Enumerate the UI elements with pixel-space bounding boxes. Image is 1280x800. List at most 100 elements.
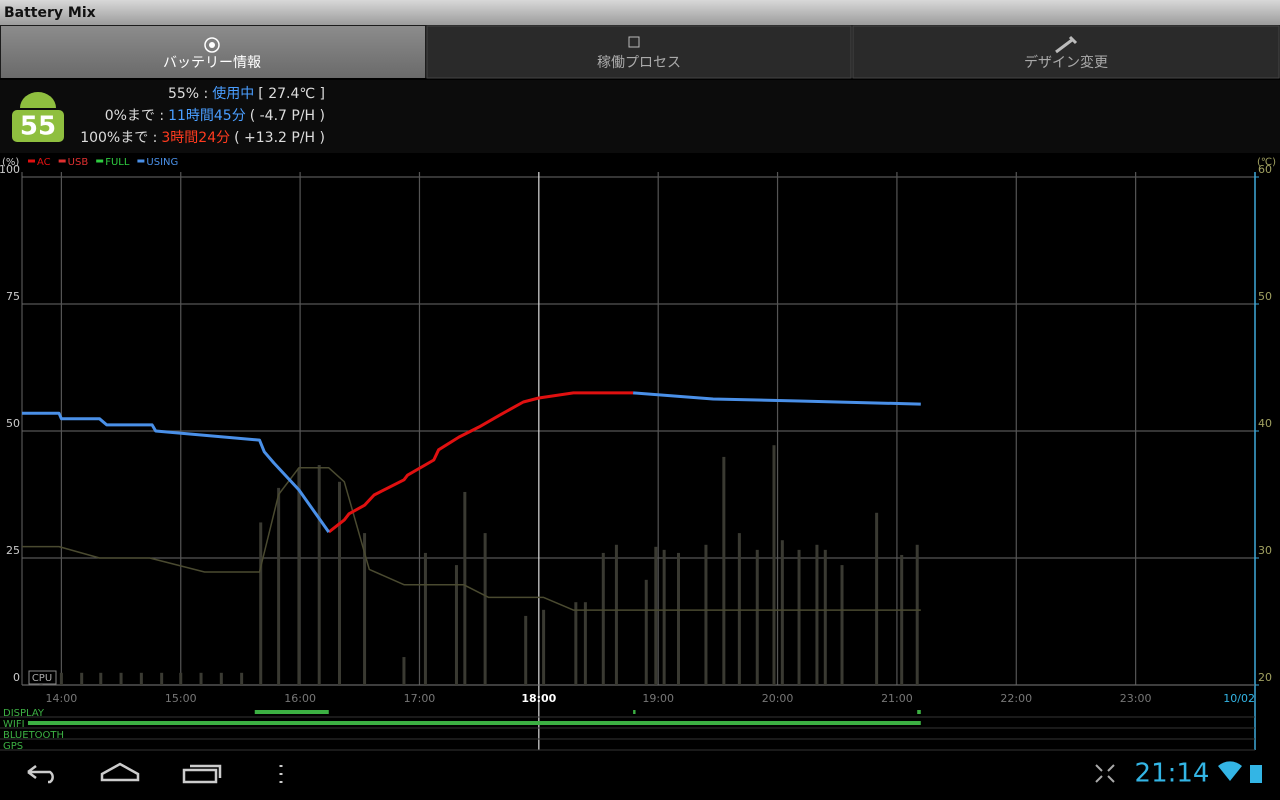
tab-label: バッテリー情報 xyxy=(163,55,261,71)
activity-label: DISPLAY xyxy=(3,708,45,719)
temperature-line xyxy=(22,467,921,611)
legend-label: USING xyxy=(146,157,178,168)
legend-label: AC xyxy=(37,157,51,168)
status-value: 11時間45分 xyxy=(168,108,246,124)
cpu-bar xyxy=(454,565,458,685)
cpu-bar xyxy=(823,549,827,685)
status-line: 0%まで :11時間45分( -4.7 P/H ) xyxy=(105,108,325,124)
cpu-bar xyxy=(219,672,223,685)
tab-icon xyxy=(1055,35,1078,54)
y2-axis-label: (℃) xyxy=(1257,157,1276,168)
status-detail: ( -4.7 P/H ) xyxy=(250,108,325,124)
chart-area xyxy=(0,153,1280,750)
cpu-bar xyxy=(662,549,666,685)
activity-label: WIFI xyxy=(3,719,25,730)
status-line: 55% : 使用中[ 27.4℃ ] xyxy=(168,85,325,102)
tab-label: 稼働プロセス xyxy=(597,55,681,71)
cpu-bar xyxy=(297,468,301,685)
cpu-bar xyxy=(840,565,844,685)
cpu-bar xyxy=(542,609,546,685)
series-line xyxy=(327,391,634,534)
y-tick-label: 50 xyxy=(6,417,20,430)
cpu-bar xyxy=(99,672,103,685)
cpu-bar xyxy=(402,657,406,685)
x-tick-label: 10/02 xyxy=(1223,692,1255,705)
legend-label: USB xyxy=(68,157,89,168)
home-button[interactable] xyxy=(100,762,140,782)
cpu-bar xyxy=(317,465,321,685)
activity-label: BLUETOOTH xyxy=(3,730,64,741)
icon-level: 55 xyxy=(20,112,56,142)
icon-head xyxy=(20,92,56,108)
cpu-bar xyxy=(772,445,776,685)
cpu-bar xyxy=(483,533,487,685)
y-axis-label: (%) xyxy=(2,157,19,168)
activity-bar xyxy=(27,721,921,725)
status-label: 55% : xyxy=(168,86,208,102)
legend-label: FULL xyxy=(105,157,130,168)
cpu-bar xyxy=(199,672,203,685)
activity-bar xyxy=(633,710,636,714)
activity-label: GPS xyxy=(3,741,23,752)
cpu-bar xyxy=(160,672,164,685)
cpu-bar xyxy=(338,481,342,685)
tab-bg xyxy=(426,25,852,79)
x-tick-label: 18:00 xyxy=(521,692,556,705)
cpu-bar xyxy=(423,552,427,685)
cpu-bar xyxy=(704,544,708,685)
y2-tick-label: 60 xyxy=(1258,163,1272,176)
x-tick-label: 15:00 xyxy=(165,692,197,705)
cpu-bar xyxy=(179,672,183,685)
x-tick-label: 16:00 xyxy=(284,692,316,705)
x-tick-label: 17:00 xyxy=(404,692,436,705)
cpu-bar xyxy=(524,615,528,685)
cpu-bar xyxy=(59,672,63,685)
cpu-bar xyxy=(614,544,618,685)
cpu-bar xyxy=(915,544,919,685)
activity-bar xyxy=(917,710,921,714)
cpu-label-box xyxy=(28,670,57,685)
cpu-bar xyxy=(875,512,879,685)
icon-body xyxy=(12,110,64,142)
x-tick-label: 20:00 xyxy=(762,692,794,705)
cpu-bar xyxy=(676,552,680,685)
clock: 21:14 xyxy=(1135,759,1210,789)
cpu-bar xyxy=(900,554,904,685)
status-value: 使用中 xyxy=(212,85,254,102)
cpu-bar xyxy=(119,672,123,685)
tab-label: デザイン変更 xyxy=(1024,54,1108,71)
x-tick-label: 23:00 xyxy=(1120,692,1152,705)
cpu-bar xyxy=(583,602,587,685)
tab[interactable]: 稼働プロセス xyxy=(426,25,852,79)
x-tick-label: 21:00 xyxy=(881,692,913,705)
cpu-bar xyxy=(463,491,467,685)
cpu-bar xyxy=(574,602,578,685)
y-tick-label: 100 xyxy=(0,163,20,176)
cpu-bar xyxy=(240,672,244,685)
cpu-bar xyxy=(277,487,281,685)
y2-tick-label: 50 xyxy=(1258,290,1272,303)
status-detail: [ 27.4℃ ] xyxy=(258,86,325,102)
status-label: 100%まで : xyxy=(80,130,157,146)
x-tick-label: 22:00 xyxy=(1000,692,1032,705)
cpu-bar xyxy=(797,549,801,685)
tab[interactable]: デザイン変更 xyxy=(852,25,1280,79)
status-label: 0%まで : xyxy=(105,108,164,124)
cpu-label: CPU xyxy=(32,673,52,684)
recents-button[interactable] xyxy=(182,764,222,784)
tab-bg xyxy=(852,25,1280,79)
cpu-bar xyxy=(139,672,143,685)
cpu-bar xyxy=(363,533,367,685)
cpu-bar xyxy=(780,540,784,685)
cpu-bar xyxy=(644,579,648,685)
cpu-bar xyxy=(80,672,84,685)
nav-bar xyxy=(0,750,1280,800)
x-tick-label: 14:00 xyxy=(46,692,78,705)
cpu-bar xyxy=(601,552,605,685)
tab[interactable]: バッテリー情報 xyxy=(1,26,425,78)
cpu-bar xyxy=(815,544,819,685)
y-tick-label: 25 xyxy=(6,544,20,557)
back-button[interactable] xyxy=(27,765,54,784)
